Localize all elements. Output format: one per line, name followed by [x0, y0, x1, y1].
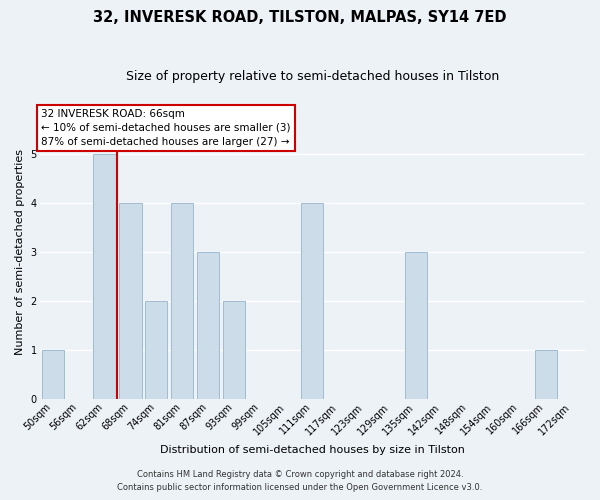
Bar: [119, 203, 142, 399]
Bar: [197, 252, 220, 399]
Bar: [223, 301, 245, 399]
Bar: [145, 301, 167, 399]
Bar: [172, 203, 193, 399]
Bar: [41, 350, 64, 399]
Text: Contains HM Land Registry data © Crown copyright and database right 2024.
Contai: Contains HM Land Registry data © Crown c…: [118, 470, 482, 492]
X-axis label: Distribution of semi-detached houses by size in Tilston: Distribution of semi-detached houses by …: [160, 445, 465, 455]
Title: Size of property relative to semi-detached houses in Tilston: Size of property relative to semi-detach…: [125, 70, 499, 83]
Text: 32 INVERESK ROAD: 66sqm
← 10% of semi-detached houses are smaller (3)
87% of sem: 32 INVERESK ROAD: 66sqm ← 10% of semi-de…: [41, 109, 290, 147]
Bar: [405, 252, 427, 399]
Bar: [94, 154, 116, 399]
Bar: [301, 203, 323, 399]
Text: 32, INVERESK ROAD, TILSTON, MALPAS, SY14 7ED: 32, INVERESK ROAD, TILSTON, MALPAS, SY14…: [93, 10, 507, 25]
Y-axis label: Number of semi-detached properties: Number of semi-detached properties: [15, 149, 25, 355]
Bar: [535, 350, 557, 399]
